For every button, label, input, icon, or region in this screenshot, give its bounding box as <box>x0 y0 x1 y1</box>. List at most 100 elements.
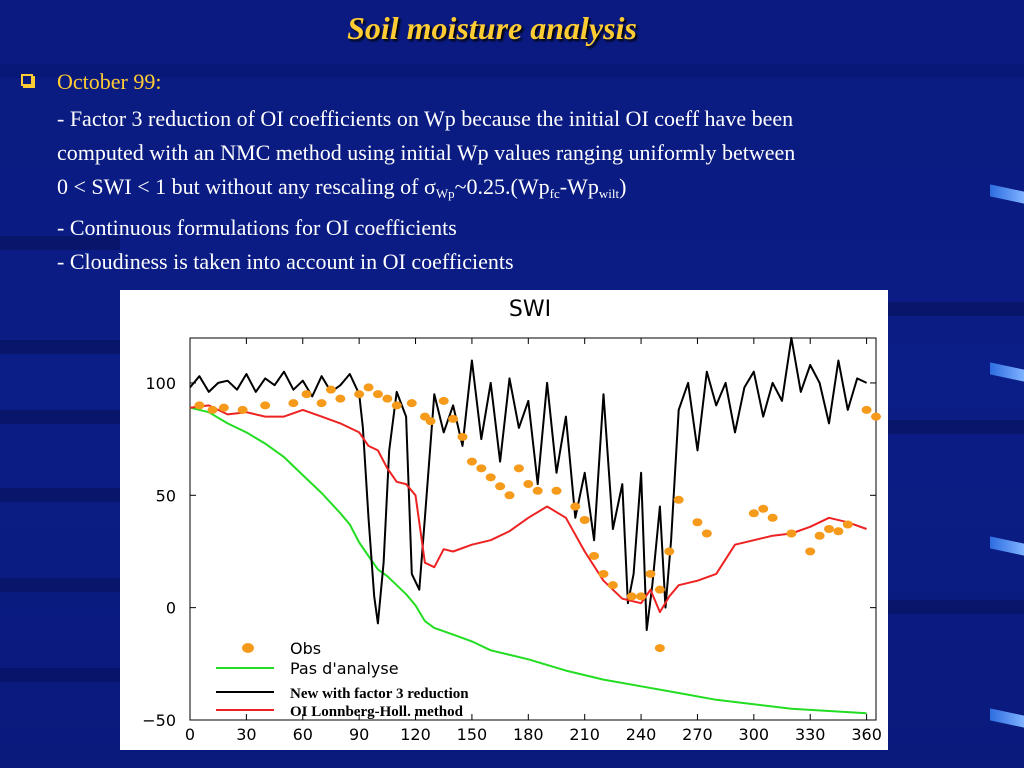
obs-points <box>194 383 881 653</box>
obs-point <box>476 464 487 473</box>
obs-point <box>748 509 759 518</box>
body-line-4: - Continuous formulations for OI coeffic… <box>57 215 457 240</box>
wilt-subscript: wilt <box>598 186 620 201</box>
obs-point <box>833 527 844 536</box>
x-tick-label: 90 <box>349 725 369 744</box>
decorative-dash <box>990 362 1024 382</box>
obs-point <box>448 414 459 423</box>
background-stripe <box>0 340 120 354</box>
obs-point <box>218 403 229 412</box>
wp-subscript: Wp <box>435 186 455 201</box>
obs-point <box>551 486 562 495</box>
body-line-1: - Factor 3 reduction of OI coefficients … <box>57 106 794 131</box>
obs-point <box>692 518 703 527</box>
legend-label: OI Lonnberg-Holl. method <box>290 704 464 720</box>
x-tick-label: 300 <box>739 725 770 744</box>
obs-point <box>288 399 299 408</box>
x-tick-label: 210 <box>569 725 600 744</box>
obs-point <box>598 569 609 578</box>
obs-point <box>786 529 797 538</box>
x-tick-label: 180 <box>513 725 544 744</box>
obs-point <box>579 516 590 525</box>
body-line-3: 0 < SWI < 1 but without any rescaling of… <box>57 170 1017 211</box>
obs-point <box>382 394 393 403</box>
x-tick-label: 60 <box>293 725 313 744</box>
plot-frame <box>189 337 877 721</box>
obs-point <box>767 513 778 522</box>
body-line-3-b: ~0.25.(Wp <box>454 174 550 199</box>
body-line-2: computed with an NMC method using initia… <box>57 140 796 165</box>
background-stripe <box>888 420 1024 434</box>
obs-point <box>871 412 881 421</box>
body-line-5: - Cloudiness is taken into account in OI… <box>57 249 514 274</box>
obs-point <box>607 581 618 590</box>
obs-point <box>532 486 543 495</box>
obs-point <box>260 401 271 410</box>
legend-label: New with factor 3 reduction <box>290 686 469 702</box>
background-stripe <box>0 64 1024 78</box>
obs-point <box>626 592 637 601</box>
obs-point <box>664 547 675 556</box>
obs-point <box>513 464 524 473</box>
x-tick-label: 270 <box>682 725 713 744</box>
background-stripe <box>0 668 120 682</box>
obs-point <box>758 504 769 513</box>
background-stripe <box>0 578 120 592</box>
obs-point <box>457 432 468 441</box>
decorative-dash <box>990 708 1024 728</box>
x-tick-label: 240 <box>626 725 657 744</box>
body-text: - Factor 3 reduction of OI coefficients … <box>57 102 1017 279</box>
x-tick-label: 0 <box>185 725 195 744</box>
obs-point <box>504 491 515 500</box>
x-tick-label: 150 <box>457 725 488 744</box>
axis-ticks: 0 30 60 90 120 150 180 210 240 270 300 330 360 100 50 0… <box>142 338 882 744</box>
pas-analyse-line <box>189 406 867 715</box>
x-tick-label: 330 <box>795 725 826 744</box>
chart-title: SWI <box>509 297 551 322</box>
decorative-dash <box>990 536 1024 556</box>
obs-point <box>589 551 600 560</box>
section-heading: October 99: <box>57 69 162 94</box>
obs-point <box>824 525 835 533</box>
obs-point <box>570 502 581 511</box>
y-tick-label: 0 <box>166 599 176 618</box>
obs-point <box>237 405 248 414</box>
obs-point <box>325 385 336 394</box>
obs-point <box>316 399 327 408</box>
obs-point <box>636 592 647 601</box>
obs-point <box>523 480 534 489</box>
obs-point <box>354 390 365 399</box>
obs-point <box>425 417 436 426</box>
series-lines <box>189 337 868 715</box>
obs-point <box>363 383 374 392</box>
x-tick-label: 360 <box>851 725 882 744</box>
body-line-3-d: ) <box>619 174 627 199</box>
x-tick-label: 30 <box>236 725 256 744</box>
new-factor3-line <box>189 337 868 632</box>
obs-point <box>466 457 477 466</box>
obs-point <box>438 396 449 405</box>
obs-point <box>673 495 684 504</box>
obs-point <box>391 401 402 410</box>
legend-label: Pas d'analyse <box>290 659 399 678</box>
obs-point <box>495 482 506 491</box>
fc-subscript: fc <box>549 186 560 201</box>
obs-point <box>194 401 205 410</box>
obs-point <box>372 390 383 399</box>
obs-point <box>485 473 496 482</box>
y-tick-label: 100 <box>145 374 176 393</box>
obs-point <box>207 405 218 414</box>
obs-point <box>406 399 417 408</box>
legend-label: Obs <box>290 639 321 658</box>
checkbox-bullet-icon <box>21 74 33 86</box>
x-tick-label: 120 <box>400 725 431 744</box>
body-line-3-a: 0 < SWI < 1 but without any rescaling of… <box>57 174 436 199</box>
obs-point <box>842 520 853 529</box>
obs-point <box>814 531 825 540</box>
background-stripe <box>888 302 1024 316</box>
slide-title: Soil moisture analysis <box>347 10 637 46</box>
obs-point <box>645 569 656 578</box>
obs-point <box>861 405 872 414</box>
obs-point <box>301 390 312 399</box>
legend-obs-marker <box>242 643 254 653</box>
